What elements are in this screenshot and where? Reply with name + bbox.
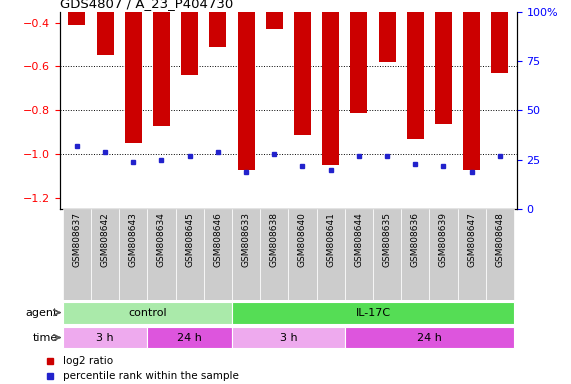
Bar: [232, 326, 345, 349]
Bar: [91, 209, 119, 300]
Text: control: control: [128, 308, 167, 318]
Bar: [210, 0, 226, 47]
Text: GSM808637: GSM808637: [73, 212, 82, 267]
Bar: [379, 0, 396, 62]
Text: 3 h: 3 h: [280, 333, 297, 343]
Bar: [345, 209, 373, 300]
Text: GSM808633: GSM808633: [242, 212, 251, 267]
Bar: [429, 209, 457, 300]
Bar: [63, 301, 232, 324]
Bar: [153, 0, 170, 126]
Bar: [351, 0, 367, 113]
Text: GSM808648: GSM808648: [495, 212, 504, 267]
Bar: [69, 0, 85, 25]
Bar: [407, 0, 424, 139]
Bar: [266, 0, 283, 29]
Bar: [63, 326, 147, 349]
Bar: [322, 0, 339, 166]
Bar: [147, 326, 232, 349]
Bar: [316, 209, 345, 300]
Bar: [457, 209, 486, 300]
Bar: [147, 209, 175, 300]
Text: 24 h: 24 h: [177, 333, 202, 343]
Text: log2 ratio: log2 ratio: [63, 356, 113, 366]
Text: 3 h: 3 h: [96, 333, 114, 343]
Text: GSM808636: GSM808636: [411, 212, 420, 267]
Bar: [492, 0, 508, 73]
Text: percentile rank within the sample: percentile rank within the sample: [63, 371, 239, 381]
Text: GSM808635: GSM808635: [383, 212, 392, 267]
Bar: [63, 209, 91, 300]
Text: GSM808645: GSM808645: [185, 212, 194, 267]
Text: IL-17C: IL-17C: [355, 308, 391, 318]
Bar: [345, 326, 514, 349]
Bar: [463, 0, 480, 170]
Text: GSM808640: GSM808640: [298, 212, 307, 267]
Text: GSM808639: GSM808639: [439, 212, 448, 267]
Text: GSM808641: GSM808641: [326, 212, 335, 267]
Text: GDS4807 / A_23_P404730: GDS4807 / A_23_P404730: [60, 0, 233, 10]
Text: time: time: [33, 333, 58, 343]
Text: GSM808644: GSM808644: [355, 212, 363, 267]
Text: GSM808642: GSM808642: [100, 212, 110, 267]
Bar: [181, 0, 198, 75]
Bar: [96, 0, 114, 55]
Bar: [232, 301, 514, 324]
Bar: [435, 0, 452, 124]
Text: GSM808646: GSM808646: [214, 212, 222, 267]
Text: GSM808634: GSM808634: [157, 212, 166, 267]
Text: GSM808638: GSM808638: [270, 212, 279, 267]
Bar: [294, 0, 311, 134]
Text: GSM808647: GSM808647: [467, 212, 476, 267]
Bar: [260, 209, 288, 300]
Text: agent: agent: [25, 308, 58, 318]
Bar: [125, 0, 142, 143]
Bar: [232, 209, 260, 300]
Bar: [119, 209, 147, 300]
Bar: [401, 209, 429, 300]
Bar: [486, 209, 514, 300]
Bar: [288, 209, 316, 300]
Bar: [175, 209, 204, 300]
Bar: [373, 209, 401, 300]
Bar: [204, 209, 232, 300]
Text: 24 h: 24 h: [417, 333, 442, 343]
Text: GSM808643: GSM808643: [129, 212, 138, 267]
Bar: [238, 0, 255, 170]
